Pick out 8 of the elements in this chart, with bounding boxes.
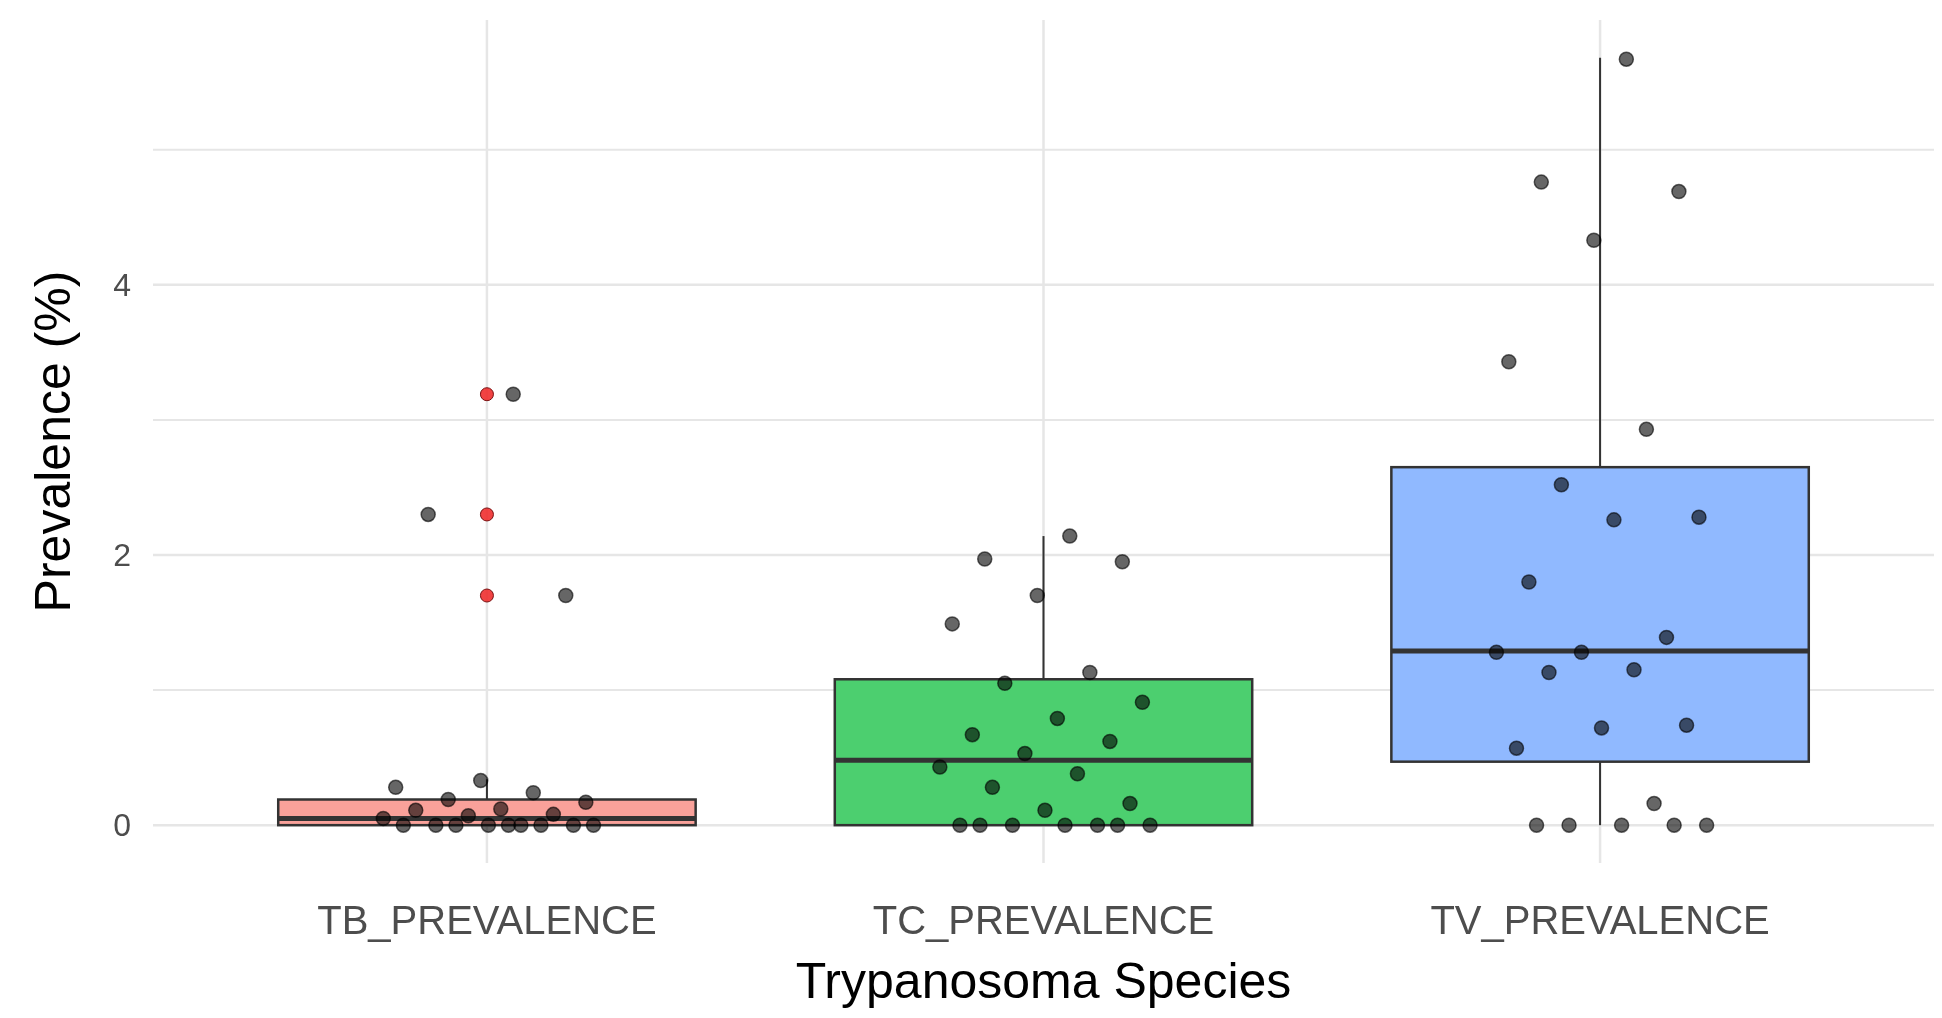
x-tick-label: TC_PREVALENCE — [872, 898, 1215, 942]
y-axis-title: Prevalence (%) — [25, 270, 81, 613]
y-tick-label: 2 — [113, 537, 131, 574]
y-tick-label: 4 — [113, 266, 131, 303]
x-tick-label: TV_PREVALENCE — [1430, 898, 1770, 942]
y-tick-label: 0 — [113, 807, 131, 844]
x-tick-label: TB_PREVALENCE — [317, 898, 657, 942]
x-axis-title: Trypanosoma Species — [795, 953, 1292, 1009]
